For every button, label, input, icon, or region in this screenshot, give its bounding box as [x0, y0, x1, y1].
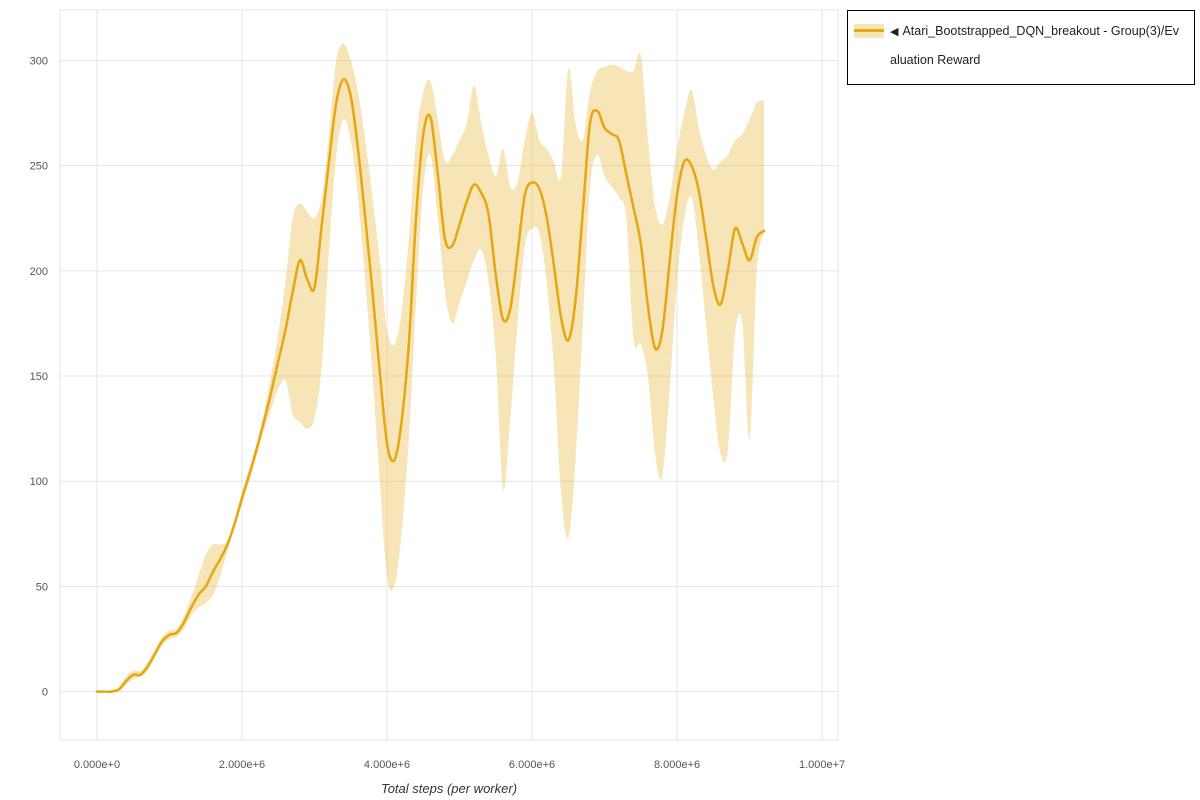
y-tick-label: 150: [30, 371, 48, 383]
y-tick-label: 300: [30, 55, 48, 67]
legend-collapse-icon[interactable]: ◀: [890, 26, 899, 38]
x-axis-title: Total steps (per worker): [380, 781, 518, 796]
x-tick-label: 1.000e+7: [799, 759, 845, 771]
x-tick-label: 6.000e+6: [509, 759, 555, 771]
legend-label: Atari_Bootstrapped_DQN_breakout - Group(…: [890, 24, 1179, 67]
legend[interactable]: ◀ Atari_Bootstrapped_DQN_breakout - Group…: [847, 10, 1195, 85]
x-tick-label: 0.000e+0: [74, 759, 120, 771]
x-tick-label: 4.000e+6: [364, 759, 410, 771]
plot-border: [59, 9, 839, 741]
legend-swatch-line-icon: [854, 29, 884, 32]
legend-swatch-band-icon: [854, 24, 884, 38]
y-tick-label: 100: [30, 476, 48, 488]
y-tick-label: 0: [42, 687, 48, 699]
legend-entry: ◀ Atari_Bootstrapped_DQN_breakout - Group…: [890, 17, 1184, 74]
x-tick-label: 2.000e+6: [219, 759, 265, 771]
y-tick-label: 50: [36, 581, 48, 593]
x-tick-label: 8.000e+6: [654, 759, 700, 771]
mean-line: [95, 78, 766, 694]
y-tick-label: 250: [30, 161, 48, 173]
y-tick-label: 200: [30, 266, 48, 278]
